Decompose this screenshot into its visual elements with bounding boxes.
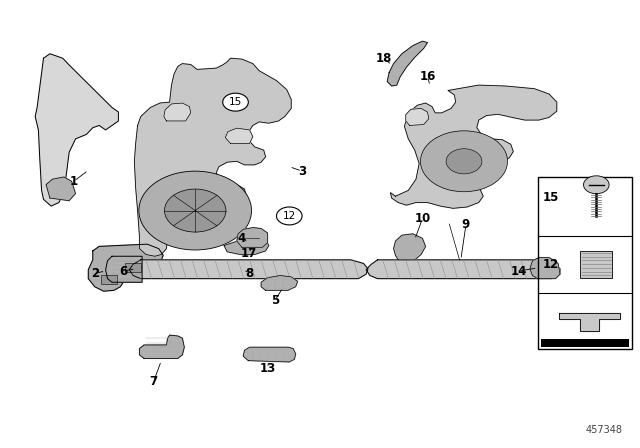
Polygon shape	[530, 258, 560, 279]
Text: 15: 15	[229, 97, 242, 107]
Text: 14: 14	[510, 264, 527, 278]
Text: 7: 7	[150, 375, 157, 388]
Text: 457348: 457348	[585, 426, 622, 435]
Polygon shape	[406, 108, 429, 125]
Polygon shape	[559, 313, 620, 331]
Text: 13: 13	[259, 362, 276, 375]
Text: 2: 2	[91, 267, 99, 280]
Bar	[101, 275, 117, 284]
Polygon shape	[225, 128, 253, 143]
Wedge shape	[139, 171, 252, 250]
Text: 8: 8	[246, 267, 253, 280]
Polygon shape	[35, 54, 118, 206]
Bar	[580, 250, 612, 277]
Bar	[125, 263, 141, 272]
Polygon shape	[106, 256, 142, 282]
Text: 1: 1	[70, 175, 77, 188]
Polygon shape	[243, 347, 296, 362]
Polygon shape	[224, 237, 269, 254]
Polygon shape	[134, 58, 291, 256]
Polygon shape	[129, 260, 368, 279]
Text: 18: 18	[376, 52, 392, 65]
Polygon shape	[394, 234, 426, 260]
Polygon shape	[237, 228, 268, 247]
Circle shape	[164, 189, 226, 232]
Text: 15: 15	[543, 190, 559, 204]
Wedge shape	[420, 131, 508, 192]
Circle shape	[584, 176, 609, 194]
Circle shape	[446, 149, 482, 174]
Text: 10: 10	[414, 212, 431, 225]
Circle shape	[276, 207, 302, 225]
Text: 9: 9	[462, 218, 470, 232]
Polygon shape	[261, 276, 298, 290]
Bar	[541, 339, 629, 347]
Text: 3: 3	[298, 164, 306, 178]
Polygon shape	[140, 335, 184, 358]
Polygon shape	[387, 41, 428, 86]
Text: 12: 12	[543, 258, 559, 271]
Text: 5: 5	[271, 293, 279, 307]
Bar	[538, 177, 632, 349]
Text: 17: 17	[240, 246, 257, 260]
Text: 4: 4	[238, 232, 246, 245]
Polygon shape	[46, 177, 76, 201]
Text: 12: 12	[283, 211, 296, 221]
Polygon shape	[390, 85, 557, 208]
Text: 16: 16	[419, 69, 436, 83]
Polygon shape	[88, 244, 163, 291]
Polygon shape	[164, 103, 191, 121]
Text: 6: 6	[119, 264, 127, 278]
Circle shape	[223, 93, 248, 111]
Polygon shape	[366, 260, 560, 279]
